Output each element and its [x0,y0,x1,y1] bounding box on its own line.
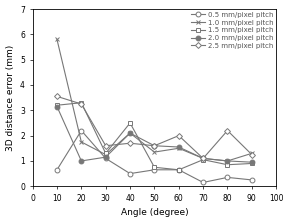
2.5 mm/pixel pitch [226,129,229,132]
1.0 mm/pixel pitch [55,38,59,41]
0.5 mm/pixel pitch [55,168,59,171]
1.0 mm/pixel pitch [153,151,156,153]
Line: 1.0 mm/pixel pitch: 1.0 mm/pixel pitch [55,37,254,163]
1.5 mm/pixel pitch [226,163,229,166]
1.0 mm/pixel pitch [104,153,108,156]
1.5 mm/pixel pitch [104,152,108,155]
0.5 mm/pixel pitch [250,179,253,181]
0.5 mm/pixel pitch [226,176,229,179]
2.0 mm/pixel pitch [79,160,83,162]
2.5 mm/pixel pitch [153,145,156,147]
1.5 mm/pixel pitch [128,122,132,124]
Line: 2.5 mm/pixel pitch: 2.5 mm/pixel pitch [55,94,254,161]
0.5 mm/pixel pitch [128,172,132,175]
1.0 mm/pixel pitch [79,141,83,143]
2.5 mm/pixel pitch [104,145,108,147]
2.5 mm/pixel pitch [55,95,59,98]
2.0 mm/pixel pitch [153,145,156,147]
Line: 1.5 mm/pixel pitch: 1.5 mm/pixel pitch [55,100,254,172]
2.5 mm/pixel pitch [201,157,205,160]
2.5 mm/pixel pitch [79,103,83,105]
1.5 mm/pixel pitch [153,166,156,169]
2.5 mm/pixel pitch [177,134,181,137]
1.5 mm/pixel pitch [79,101,83,104]
2.0 mm/pixel pitch [128,132,132,134]
2.0 mm/pixel pitch [201,157,205,160]
2.5 mm/pixel pitch [128,142,132,145]
2.0 mm/pixel pitch [104,156,108,159]
1.0 mm/pixel pitch [250,152,253,155]
1.0 mm/pixel pitch [128,132,132,134]
Line: 2.0 mm/pixel pitch: 2.0 mm/pixel pitch [55,104,254,165]
X-axis label: Angle (degree): Angle (degree) [121,209,188,217]
1.0 mm/pixel pitch [177,147,181,150]
2.0 mm/pixel pitch [226,160,229,162]
Line: 0.5 mm/pixel pitch: 0.5 mm/pixel pitch [55,128,254,185]
1.5 mm/pixel pitch [55,104,59,107]
0.5 mm/pixel pitch [79,129,83,132]
0.5 mm/pixel pitch [153,168,156,171]
2.0 mm/pixel pitch [177,146,181,148]
Y-axis label: 3D distance error (mm): 3D distance error (mm) [5,45,14,151]
0.5 mm/pixel pitch [177,168,181,171]
1.0 mm/pixel pitch [226,160,229,162]
1.5 mm/pixel pitch [201,158,205,161]
2.0 mm/pixel pitch [55,105,59,108]
0.5 mm/pixel pitch [104,157,108,160]
1.5 mm/pixel pitch [177,168,181,171]
2.5 mm/pixel pitch [250,153,253,156]
Legend: 0.5 mm/pixel pitch, 1.0 mm/pixel pitch, 1.5 mm/pixel pitch, 2.0 mm/pixel pitch, : 0.5 mm/pixel pitch, 1.0 mm/pixel pitch, … [190,10,275,50]
0.5 mm/pixel pitch [201,181,205,184]
1.0 mm/pixel pitch [201,157,205,160]
2.0 mm/pixel pitch [250,161,253,163]
1.5 mm/pixel pitch [250,162,253,165]
